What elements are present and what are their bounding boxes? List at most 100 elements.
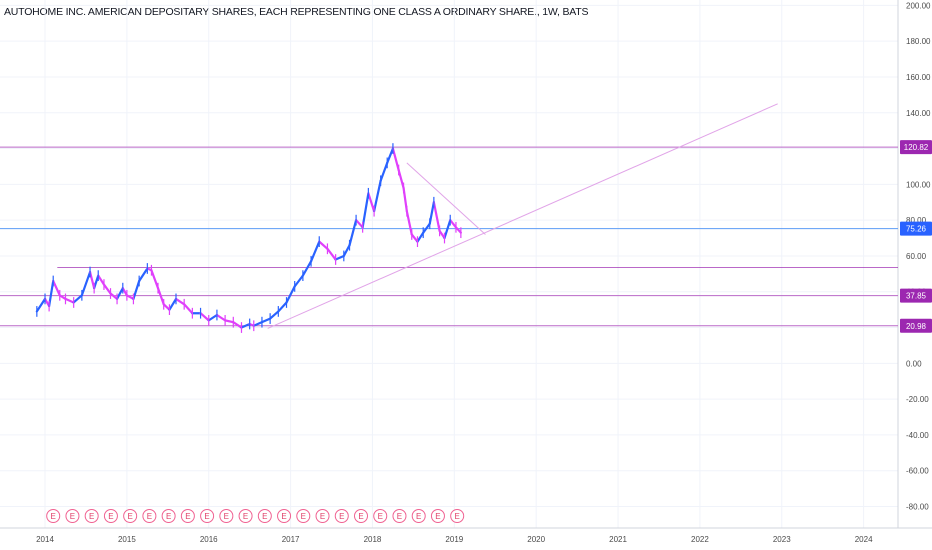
- earnings-marker-label: E: [127, 512, 132, 521]
- price-segment: [410, 233, 419, 243]
- earnings-marker: [430, 509, 445, 523]
- price-segment: [361, 192, 370, 229]
- price-tick-label: -60.00: [906, 467, 929, 476]
- earnings-marker-label: E: [89, 512, 94, 521]
- price-label-text: 20.98: [906, 322, 927, 331]
- price-segment: [432, 201, 441, 232]
- price-tick-label: -20.00: [906, 395, 929, 404]
- earnings-marker-label: E: [108, 512, 113, 521]
- earnings-marker-label: E: [166, 512, 171, 521]
- price-segment: [52, 279, 61, 297]
- price-segment: [168, 297, 178, 311]
- earnings-marker-label: E: [262, 512, 267, 521]
- price-segment: [438, 229, 446, 240]
- price-segment: [422, 222, 431, 234]
- price-tick-label: 140.00: [906, 109, 931, 118]
- price-segment: [367, 192, 376, 213]
- time-tick-label: 2022: [691, 535, 709, 544]
- price-segment: [379, 161, 389, 182]
- price-segment: [348, 219, 358, 247]
- price-segment: [93, 274, 100, 290]
- earnings-marker: [46, 509, 61, 523]
- price-label-text: 120.82: [904, 143, 929, 152]
- time-tick-label: 2016: [200, 535, 218, 544]
- price-segment: [48, 279, 55, 308]
- price-segment: [391, 147, 400, 172]
- price-segment: [121, 287, 128, 297]
- time-tick-label: 2020: [527, 535, 545, 544]
- price-segment: [372, 179, 382, 213]
- earnings-marker-label: E: [185, 512, 190, 521]
- earnings-marker: [373, 509, 388, 523]
- price-segment: [252, 321, 264, 327]
- price-segment: [88, 270, 96, 290]
- earnings-marker: [411, 509, 426, 523]
- price-segment: [416, 231, 425, 243]
- price-segment: [260, 317, 272, 324]
- price-segment: [318, 240, 329, 250]
- earnings-marker-label: E: [51, 512, 56, 521]
- earnings-marker-label: E: [147, 512, 152, 521]
- earnings-marker: [65, 509, 80, 523]
- price-segment: [132, 279, 141, 301]
- earnings-marker: [180, 509, 195, 523]
- price-tick-label: 100.00: [906, 180, 931, 189]
- earnings-marker-label: E: [320, 512, 325, 521]
- price-segment: [397, 168, 405, 190]
- uptrend-line: [267, 103, 778, 329]
- price-segment: [162, 303, 171, 311]
- earnings-marker-label: E: [224, 512, 229, 521]
- price-tick-label: 200.00: [906, 1, 931, 10]
- price-segment: [301, 260, 313, 277]
- price-segment: [285, 285, 296, 304]
- price-segment: [354, 219, 364, 229]
- price-segment: [138, 267, 149, 283]
- price-segment: [80, 270, 92, 297]
- earnings-marker: [392, 509, 407, 523]
- price-segment: [215, 313, 227, 322]
- price-segment: [428, 201, 435, 225]
- price-segment: [232, 321, 243, 329]
- price-segment: [240, 322, 251, 329]
- price-segment: [207, 313, 219, 322]
- earnings-marker-label: E: [301, 512, 306, 521]
- earnings-marker: [450, 509, 465, 523]
- price-tick-label: 160.00: [906, 73, 931, 82]
- price-segment: [454, 226, 462, 234]
- price-segment: [97, 274, 106, 286]
- time-tick-label: 2024: [855, 535, 873, 544]
- time-tick-label: 2019: [445, 535, 463, 544]
- earnings-marker-label: E: [243, 512, 248, 521]
- earnings-marker-label: E: [358, 512, 363, 521]
- earnings-marker: [161, 509, 176, 523]
- earnings-marker-label: E: [455, 512, 460, 521]
- time-tick-label: 2023: [773, 535, 791, 544]
- earnings-marker-label: E: [416, 512, 421, 521]
- earnings-marker-label: E: [70, 512, 75, 521]
- price-segment: [342, 244, 351, 258]
- earnings-marker: [257, 509, 272, 523]
- price-segment: [115, 287, 124, 301]
- price-segment: [58, 294, 67, 301]
- earnings-marker: [219, 509, 234, 523]
- price-label-box: [900, 318, 932, 333]
- earnings-marker-label: E: [397, 512, 402, 521]
- price-segment: [72, 294, 83, 304]
- earnings-marker-label: E: [339, 512, 344, 521]
- price-segment: [64, 297, 75, 304]
- price-segment: [109, 292, 119, 301]
- price-segment: [269, 310, 280, 320]
- price-label-text: 37.85: [906, 292, 927, 301]
- earnings-marker: [277, 509, 292, 523]
- price-segment: [405, 210, 413, 236]
- price-tick-label: 180.00: [906, 37, 931, 46]
- earnings-marker: [296, 509, 311, 523]
- time-tick-label: 2018: [364, 535, 382, 544]
- earnings-marker: [315, 509, 330, 523]
- chart-title: AUTOHOME INC. AMERICAN DEPOSITARY SHARES…: [4, 6, 589, 18]
- price-label-box: [900, 288, 932, 303]
- price-segment: [224, 319, 235, 324]
- price-segment: [35, 297, 47, 313]
